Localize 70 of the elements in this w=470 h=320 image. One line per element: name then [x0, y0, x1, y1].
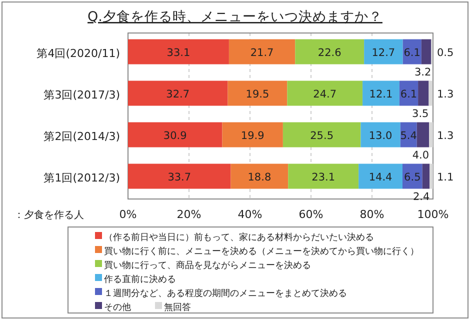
bar [430, 164, 433, 189]
legend-label: 無回答 [164, 302, 191, 313]
legend-label: その他 [104, 302, 131, 313]
bar [360, 122, 400, 148]
data-label: 3.5 [412, 108, 429, 120]
bar [428, 80, 433, 106]
y-tick-label: 第3回(2017/3) [44, 88, 120, 102]
data-label: 19.5 [246, 88, 270, 100]
data-label: 1.1 [437, 171, 454, 184]
data-label: 6.1 [400, 88, 418, 100]
data-label: 3.2 [414, 66, 432, 78]
data-label: 14.4 [368, 171, 393, 184]
bar [282, 122, 361, 148]
chart-title: Q.夕食を作る時、メニューをいつ決めますか？ [88, 9, 382, 25]
data-label: 12.7 [372, 46, 396, 59]
legend-label: 買い物に行って、商品を見ながらメニューを決める [104, 260, 311, 271]
data-label: 32.7 [166, 88, 190, 100]
legend-label: 作る直前に決める [103, 274, 176, 285]
data-label: 13.0 [368, 130, 392, 142]
bar [364, 39, 403, 64]
data-label: 30.9 [163, 130, 187, 142]
data-label: 6.5 [404, 171, 421, 184]
y-tick-label: 第4回(2020/11) [36, 46, 120, 60]
x-tick-label: 60% [298, 208, 324, 221]
data-label: 19.9 [240, 130, 264, 142]
bar [222, 122, 283, 148]
data-label: 6.1 [404, 46, 420, 59]
data-label: 21.7 [250, 46, 274, 59]
x-tick-label: 40% [238, 208, 262, 221]
legend-label: 買い物に行く前に、メニューを決める（メニューを決めてから買い物に行く） [104, 246, 419, 257]
legend-label: １週間分など、ある程度の期間のメニューをまとめて決める [104, 288, 347, 299]
bar [128, 122, 222, 148]
bar [228, 80, 288, 106]
bar [128, 164, 231, 189]
legend-label: （作る前日や当日に）前もって、家にある材料からだいたい決める [104, 232, 374, 243]
bar [421, 39, 432, 64]
x-tick-label: 0% [119, 208, 137, 221]
data-label: 1.3 [437, 88, 454, 100]
y-tick-label: 第1回(2012/3) [44, 171, 120, 184]
bar [416, 122, 430, 148]
bar [358, 164, 402, 189]
bar [128, 80, 228, 106]
bar [362, 80, 400, 106]
x-tick-label: 80% [360, 208, 384, 221]
y-tick-label: 第2回(2014/3) [44, 130, 120, 143]
bar [288, 164, 359, 189]
data-label: 33.1 [166, 46, 190, 59]
x-tick-label: 20% [176, 208, 202, 221]
data-label: 12.1 [369, 88, 393, 100]
data-label: 1.3 [437, 130, 454, 142]
data-label: 5.4 [400, 130, 418, 142]
data-label: 33.7 [168, 171, 192, 184]
data-label: 23.1 [312, 171, 336, 184]
bar [228, 39, 296, 64]
x-tick-label: 100% [417, 208, 449, 221]
data-label: 2.4 [412, 190, 430, 203]
data-label: 4.0 [412, 149, 430, 162]
bar [287, 80, 363, 106]
bar [128, 39, 229, 64]
data-label: 25.5 [310, 130, 334, 142]
bar [422, 164, 430, 189]
bar [295, 39, 364, 64]
bar [230, 164, 288, 189]
bar [429, 122, 433, 148]
text: ：夕食を作る人 [14, 209, 84, 221]
data-label: 24.7 [313, 88, 337, 100]
bar [418, 80, 429, 106]
data-label: 0.5 [437, 46, 454, 59]
data-label: 18.8 [248, 171, 272, 184]
data-label: 22.6 [318, 46, 342, 59]
